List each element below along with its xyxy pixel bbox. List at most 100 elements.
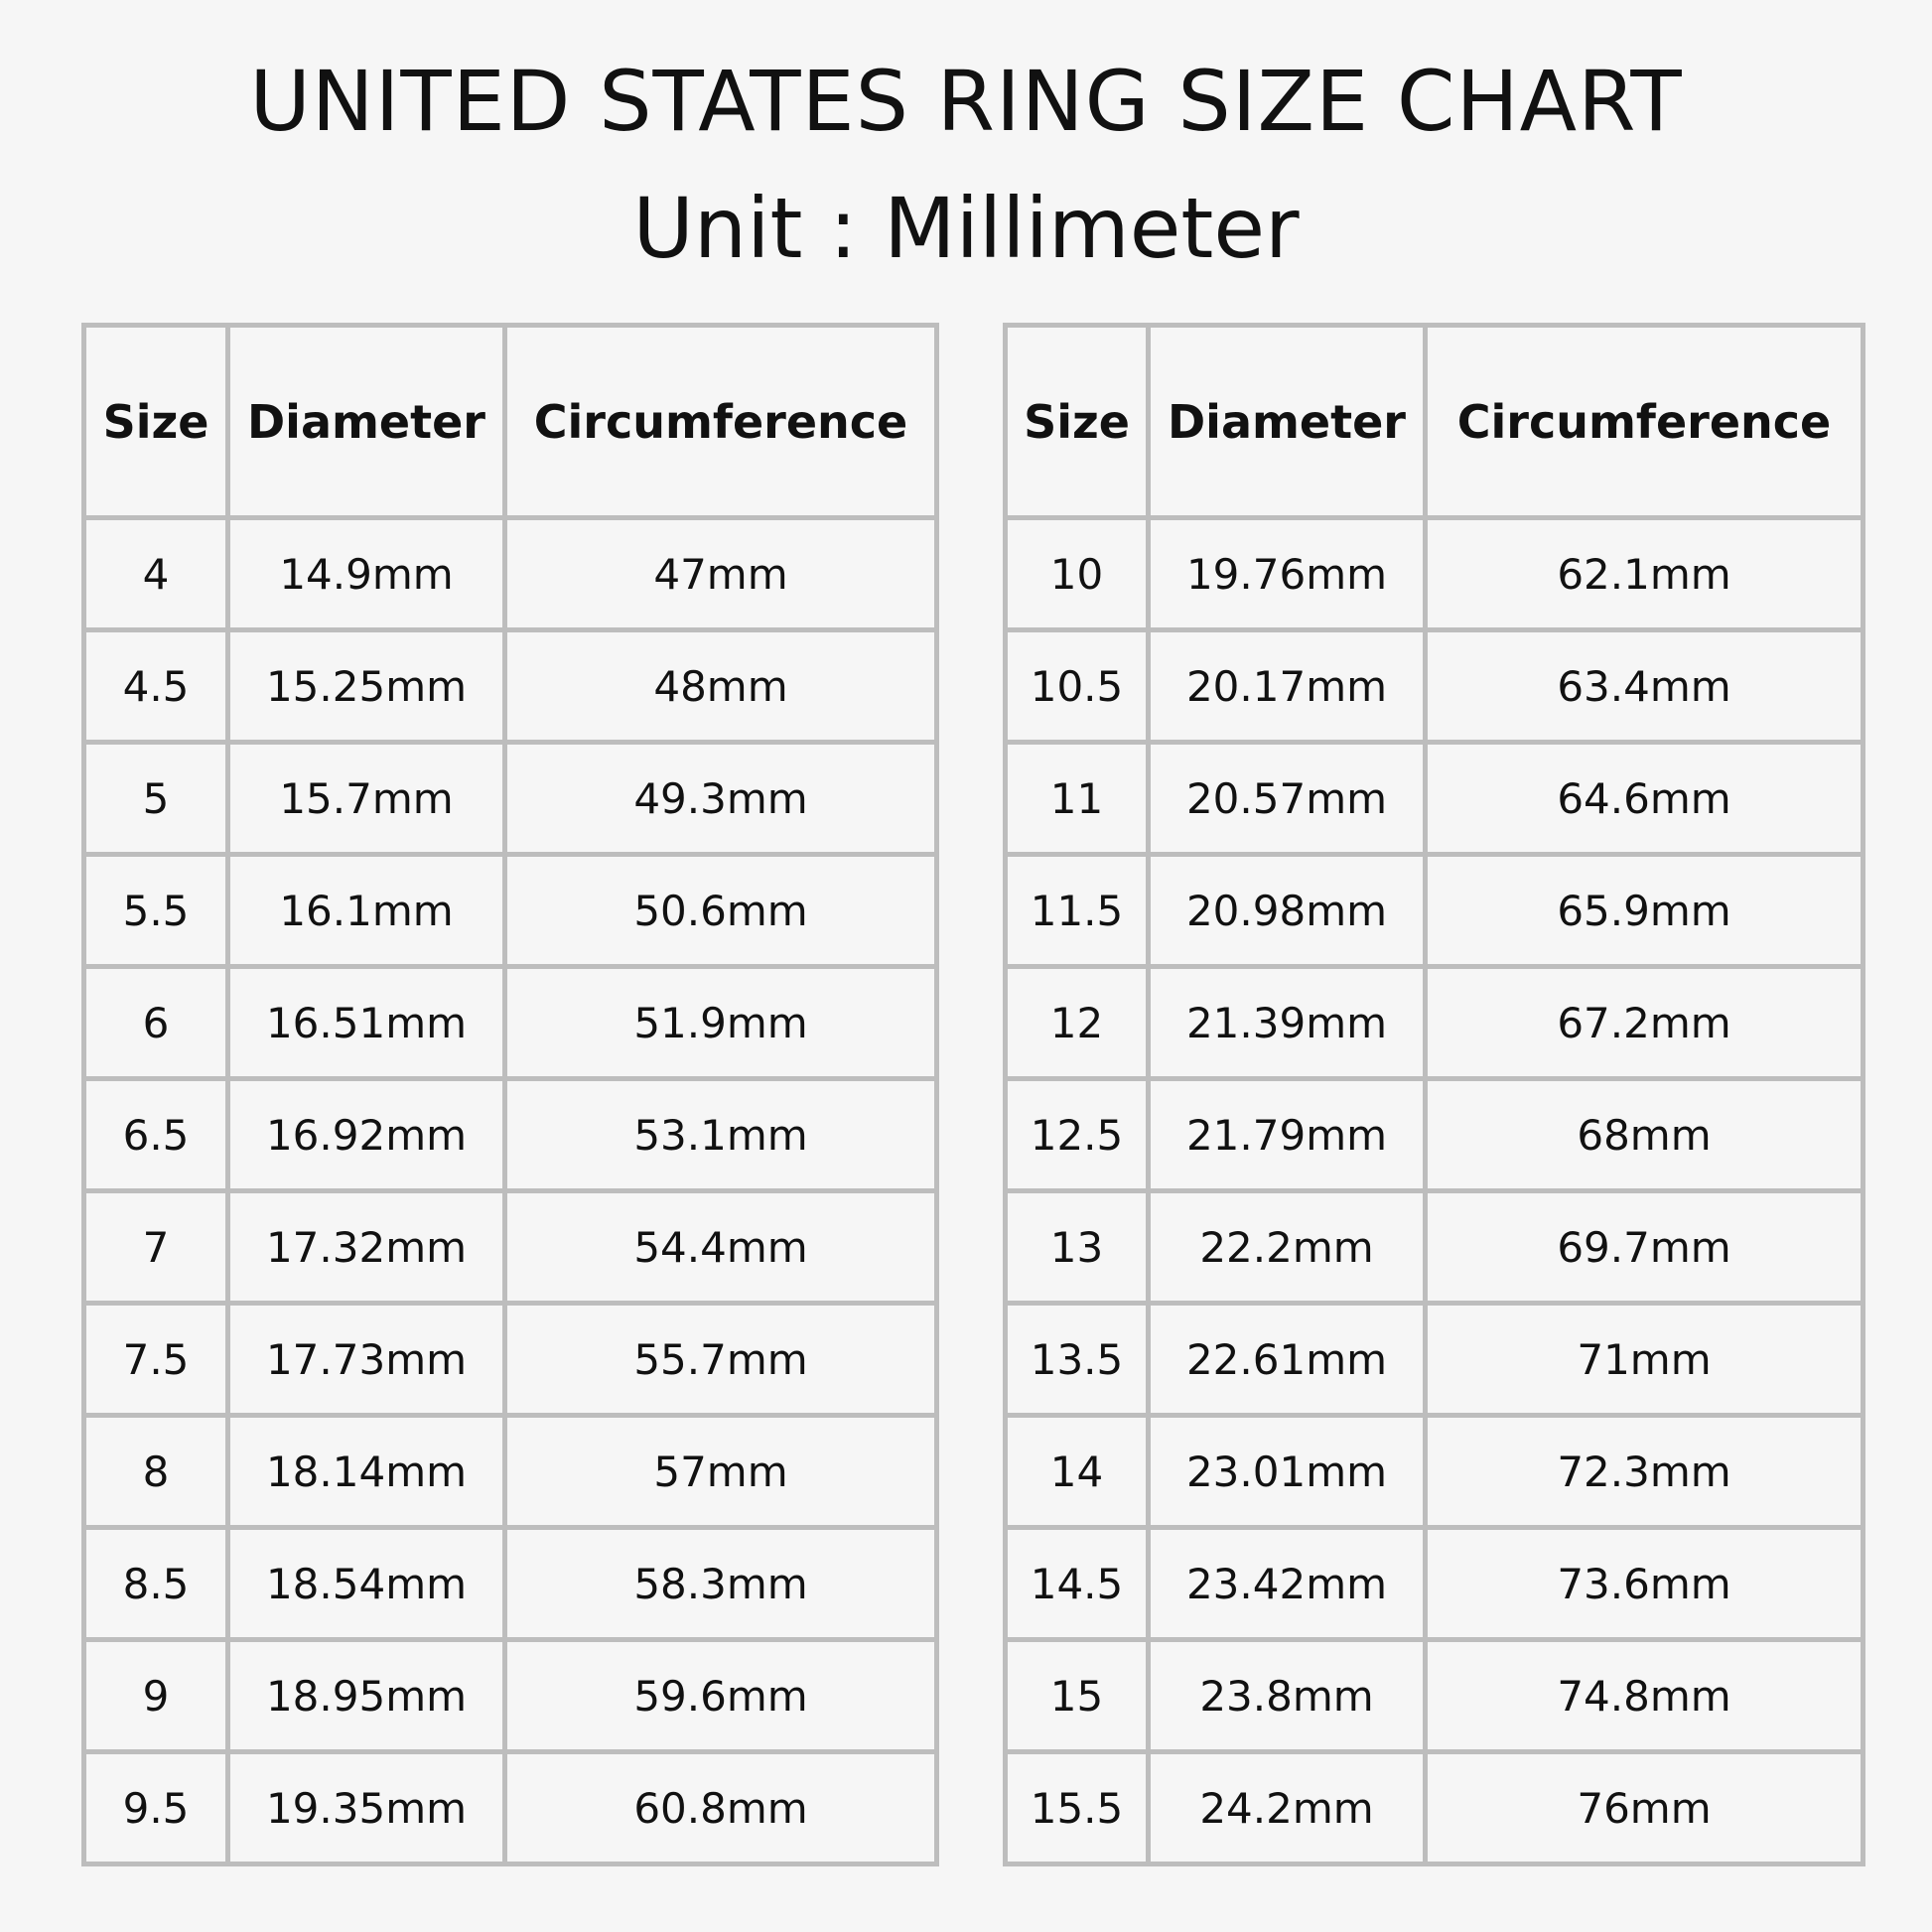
diameter-cell: 23.8mm	[1146, 1637, 1428, 1754]
size-cell: 9.5	[81, 1749, 230, 1866]
table-row: 6.5 16.92mm 53.1mm	[81, 1076, 939, 1193]
circumference-cell: 58.3mm	[502, 1525, 939, 1642]
table-row: 11 20.57mm 64.6mm	[1003, 740, 1865, 857]
table-row: 4 14.9mm 47mm	[81, 515, 939, 632]
size-cell: 10	[1003, 515, 1151, 632]
table-row: 12.5 21.79mm 68mm	[1003, 1076, 1865, 1193]
size-cell: 8	[81, 1413, 230, 1530]
circumference-cell: 71mm	[1423, 1301, 1865, 1418]
diameter-cell: 17.73mm	[225, 1301, 507, 1418]
table-row: 15.5 24.2mm 76mm	[1003, 1749, 1865, 1866]
circumference-cell: 68mm	[1423, 1076, 1865, 1193]
circumference-cell: 53.1mm	[502, 1076, 939, 1193]
diameter-cell: 16.1mm	[225, 852, 507, 969]
column-header-diameter: Diameter	[1146, 323, 1428, 520]
size-cell: 13	[1003, 1188, 1151, 1306]
diameter-cell: 21.79mm	[1146, 1076, 1428, 1193]
diameter-cell: 21.39mm	[1146, 964, 1428, 1081]
size-cell: 5.5	[81, 852, 230, 969]
table-row: 9 18.95mm 59.6mm	[81, 1637, 939, 1754]
diameter-cell: 16.92mm	[225, 1076, 507, 1193]
circumference-cell: 51.9mm	[502, 964, 939, 1081]
ring-size-table-left: Size Diameter Circumference 4 14.9mm 47mm 4.5 1…	[81, 323, 939, 1866]
size-cell: 7.5	[81, 1301, 230, 1418]
diameter-cell: 20.57mm	[1146, 740, 1428, 857]
table-row: 5.5 16.1mm 50.6mm	[81, 852, 939, 969]
table-row: 7 17.32mm 54.4mm	[81, 1188, 939, 1306]
header-row: Size Diameter Circumference	[1003, 323, 1865, 520]
size-cell: 6.5	[81, 1076, 230, 1193]
circumference-cell: 48mm	[502, 627, 939, 745]
table-row: 7.5 17.73mm 55.7mm	[81, 1301, 939, 1418]
diameter-cell: 20.98mm	[1146, 852, 1428, 969]
diameter-cell: 23.01mm	[1146, 1413, 1428, 1530]
size-cell: 12.5	[1003, 1076, 1151, 1193]
table-row: 13 22.2mm 69.7mm	[1003, 1188, 1865, 1306]
size-cell: 11	[1003, 740, 1151, 857]
table-row: 8.5 18.54mm 58.3mm	[81, 1525, 939, 1642]
size-cell: 7	[81, 1188, 230, 1306]
diameter-cell: 19.76mm	[1146, 515, 1428, 632]
diameter-cell: 18.14mm	[225, 1413, 507, 1530]
diameter-cell: 23.42mm	[1146, 1525, 1428, 1642]
table-row: 9.5 19.35mm 60.8mm	[81, 1749, 939, 1866]
table-row: 11.5 20.98mm 65.9mm	[1003, 852, 1865, 969]
ring-size-table-right: Size Diameter Circumference 10 19.76mm 62.1mm…	[1003, 323, 1865, 1866]
diameter-cell: 22.2mm	[1146, 1188, 1428, 1306]
circumference-cell: 47mm	[502, 515, 939, 632]
table-row: 12 21.39mm 67.2mm	[1003, 964, 1865, 1081]
column-header-circumference: Circumference	[502, 323, 939, 520]
diameter-cell: 22.61mm	[1146, 1301, 1428, 1418]
circumference-cell: 59.6mm	[502, 1637, 939, 1754]
table-row: 8 18.14mm 57mm	[81, 1413, 939, 1530]
circumference-cell: 69.7mm	[1423, 1188, 1865, 1306]
circumference-cell: 50.6mm	[502, 852, 939, 969]
circumference-cell: 72.3mm	[1423, 1413, 1865, 1530]
column-header-size: Size	[81, 323, 230, 520]
size-cell: 13.5	[1003, 1301, 1151, 1418]
circumference-cell: 73.6mm	[1423, 1525, 1865, 1642]
diameter-cell: 14.9mm	[225, 515, 507, 632]
size-cell: 14.5	[1003, 1525, 1151, 1642]
diameter-cell: 16.51mm	[225, 964, 507, 1081]
diameter-cell: 18.54mm	[225, 1525, 507, 1642]
column-header-diameter: Diameter	[225, 323, 507, 520]
diameter-cell: 18.95mm	[225, 1637, 507, 1754]
size-cell: 12	[1003, 964, 1151, 1081]
table-row: 4.5 15.25mm 48mm	[81, 627, 939, 745]
table-row: 14 23.01mm 72.3mm	[1003, 1413, 1865, 1530]
size-cell: 4.5	[81, 627, 230, 745]
size-cell: 14	[1003, 1413, 1151, 1530]
size-cell: 6	[81, 964, 230, 1081]
table-row: 10 19.76mm 62.1mm	[1003, 515, 1865, 632]
size-cell: 9	[81, 1637, 230, 1754]
size-cell: 10.5	[1003, 627, 1151, 745]
table-row: 10.5 20.17mm 63.4mm	[1003, 627, 1865, 745]
table-row: 6 16.51mm 51.9mm	[81, 964, 939, 1081]
size-cell: 15	[1003, 1637, 1151, 1754]
circumference-cell: 63.4mm	[1423, 627, 1865, 745]
column-header-circumference: Circumference	[1423, 323, 1865, 520]
table-row: 14.5 23.42mm 73.6mm	[1003, 1525, 1865, 1642]
circumference-cell: 64.6mm	[1423, 740, 1865, 857]
circumference-cell: 67.2mm	[1423, 964, 1865, 1081]
diameter-cell: 20.17mm	[1146, 627, 1428, 745]
diameter-cell: 15.25mm	[225, 627, 507, 745]
column-header-size: Size	[1003, 323, 1151, 520]
circumference-cell: 74.8mm	[1423, 1637, 1865, 1754]
circumference-cell: 65.9mm	[1423, 852, 1865, 969]
circumference-cell: 76mm	[1423, 1749, 1865, 1866]
circumference-cell: 57mm	[502, 1413, 939, 1530]
size-cell: 5	[81, 740, 230, 857]
diameter-cell: 17.32mm	[225, 1188, 507, 1306]
table-row: 5 15.7mm 49.3mm	[81, 740, 939, 857]
unit-subtitle: Unit : Millimeter	[632, 180, 1300, 277]
size-cell: 8.5	[81, 1525, 230, 1642]
diameter-cell: 19.35mm	[225, 1749, 507, 1866]
table-row: 13.5 22.61mm 71mm	[1003, 1301, 1865, 1418]
circumference-cell: 60.8mm	[502, 1749, 939, 1866]
diameter-cell: 15.7mm	[225, 740, 507, 857]
size-cell: 11.5	[1003, 852, 1151, 969]
chart-title: UNITED STATES RING SIZE CHART	[249, 53, 1683, 150]
table-row: 15 23.8mm 74.8mm	[1003, 1637, 1865, 1754]
